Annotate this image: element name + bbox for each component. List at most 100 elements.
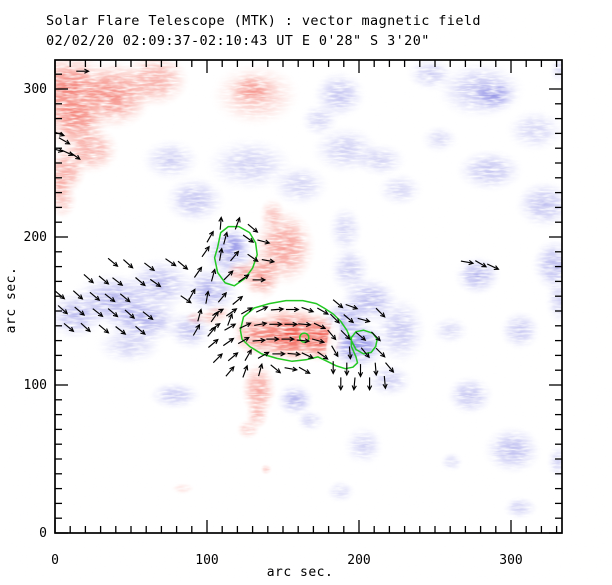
y-tick-label: 300 — [24, 82, 47, 97]
field-vector — [382, 375, 388, 390]
polarity-blob — [439, 451, 464, 473]
field-vector — [360, 347, 370, 359]
field-vector — [69, 151, 81, 160]
field-vector — [238, 274, 250, 283]
polarity-blob — [231, 312, 280, 357]
field-vector — [188, 288, 196, 301]
polarity-blob — [328, 244, 372, 295]
field-vector — [247, 223, 259, 233]
polarity-blob — [147, 380, 203, 411]
field-vector — [92, 308, 104, 318]
polarity-blob — [430, 315, 470, 346]
field-vector — [61, 149, 74, 156]
field-vector — [224, 323, 237, 331]
field-vector — [355, 331, 367, 342]
field-vector — [74, 306, 86, 316]
field-vector — [227, 352, 239, 362]
field-vector — [80, 322, 91, 333]
field-vector — [247, 253, 259, 263]
field-vector — [218, 216, 224, 230]
plot-subtitle: 02/02/20 02:09:37-02:10:43 UT E 0'28" S … — [46, 33, 430, 49]
field-vector — [180, 295, 192, 304]
field-vector — [370, 331, 382, 342]
field-vector — [343, 314, 355, 324]
field-vector — [209, 322, 221, 332]
field-vector — [149, 278, 162, 288]
polarity-blob — [260, 463, 273, 476]
polarity-blob — [544, 275, 562, 326]
field-vector — [218, 247, 224, 261]
polarity-blob — [325, 479, 356, 504]
polarity-blob — [235, 419, 261, 440]
polarity-blob — [419, 124, 460, 155]
field-vector — [460, 259, 475, 266]
field-vector — [311, 338, 326, 344]
polarity-blob — [269, 163, 331, 208]
field-vector — [270, 306, 285, 312]
polarity-blob — [120, 60, 191, 109]
polarity-blob — [342, 424, 385, 467]
field-vector — [223, 270, 234, 281]
field-vector — [177, 260, 189, 270]
field-vector — [331, 345, 339, 358]
field-vector — [261, 258, 276, 264]
polarity-blob — [352, 142, 408, 178]
field-vector — [58, 137, 71, 145]
field-vector — [89, 291, 101, 302]
polarity-blob — [240, 291, 265, 304]
polarity-blob — [162, 174, 227, 226]
polarity-blob — [372, 294, 428, 366]
field-vector — [204, 290, 210, 304]
field-vector — [385, 362, 395, 373]
field-vector — [257, 351, 270, 359]
field-vector — [301, 352, 315, 359]
polarity-blob — [545, 444, 562, 480]
y-tick-label: 200 — [24, 230, 47, 245]
y-tick-label: 0 — [39, 526, 47, 541]
polarity-blob — [228, 72, 277, 109]
field-vector — [340, 329, 351, 341]
field-vector — [225, 308, 238, 317]
field-vector — [115, 326, 127, 335]
polarity-blob — [406, 60, 455, 92]
plot-frame — [54, 59, 563, 534]
field-vector — [254, 321, 268, 327]
field-vector — [232, 295, 244, 305]
field-vector — [284, 366, 299, 372]
field-contour — [239, 299, 378, 370]
field-vector — [230, 250, 240, 262]
polarity-blob — [482, 424, 543, 476]
field-contour-ring — [298, 332, 310, 343]
field-vector — [287, 351, 302, 357]
field-vector — [486, 263, 500, 270]
field-vector — [83, 273, 95, 284]
field-vector — [142, 311, 154, 321]
polarity-blob — [498, 309, 542, 351]
tick-labels-layer: 0 100 200 300 0 100 200 300 — [24, 82, 523, 568]
field-vector — [107, 308, 119, 318]
field-vector — [144, 262, 156, 272]
field-vector — [301, 306, 315, 313]
polarity-blob — [258, 197, 287, 233]
polarity-blob — [504, 108, 562, 153]
field-vector — [242, 234, 255, 243]
polarity-blob — [94, 324, 165, 366]
field-vector — [208, 338, 219, 348]
field-vector — [197, 308, 203, 322]
field-vector — [317, 351, 329, 360]
field-vector — [193, 266, 203, 278]
field-vector — [296, 338, 311, 344]
field-vector — [298, 366, 311, 374]
field-vector — [165, 258, 177, 267]
field-vector — [244, 348, 252, 361]
polarity-blob — [170, 482, 195, 495]
field-vector — [345, 303, 359, 310]
field-vector — [207, 326, 217, 337]
field-vector — [217, 291, 228, 303]
field-vector — [222, 337, 235, 347]
field-vector — [124, 309, 136, 319]
field-vector — [212, 308, 225, 316]
polarity-blob — [445, 374, 495, 417]
polarity-blob — [454, 148, 525, 193]
